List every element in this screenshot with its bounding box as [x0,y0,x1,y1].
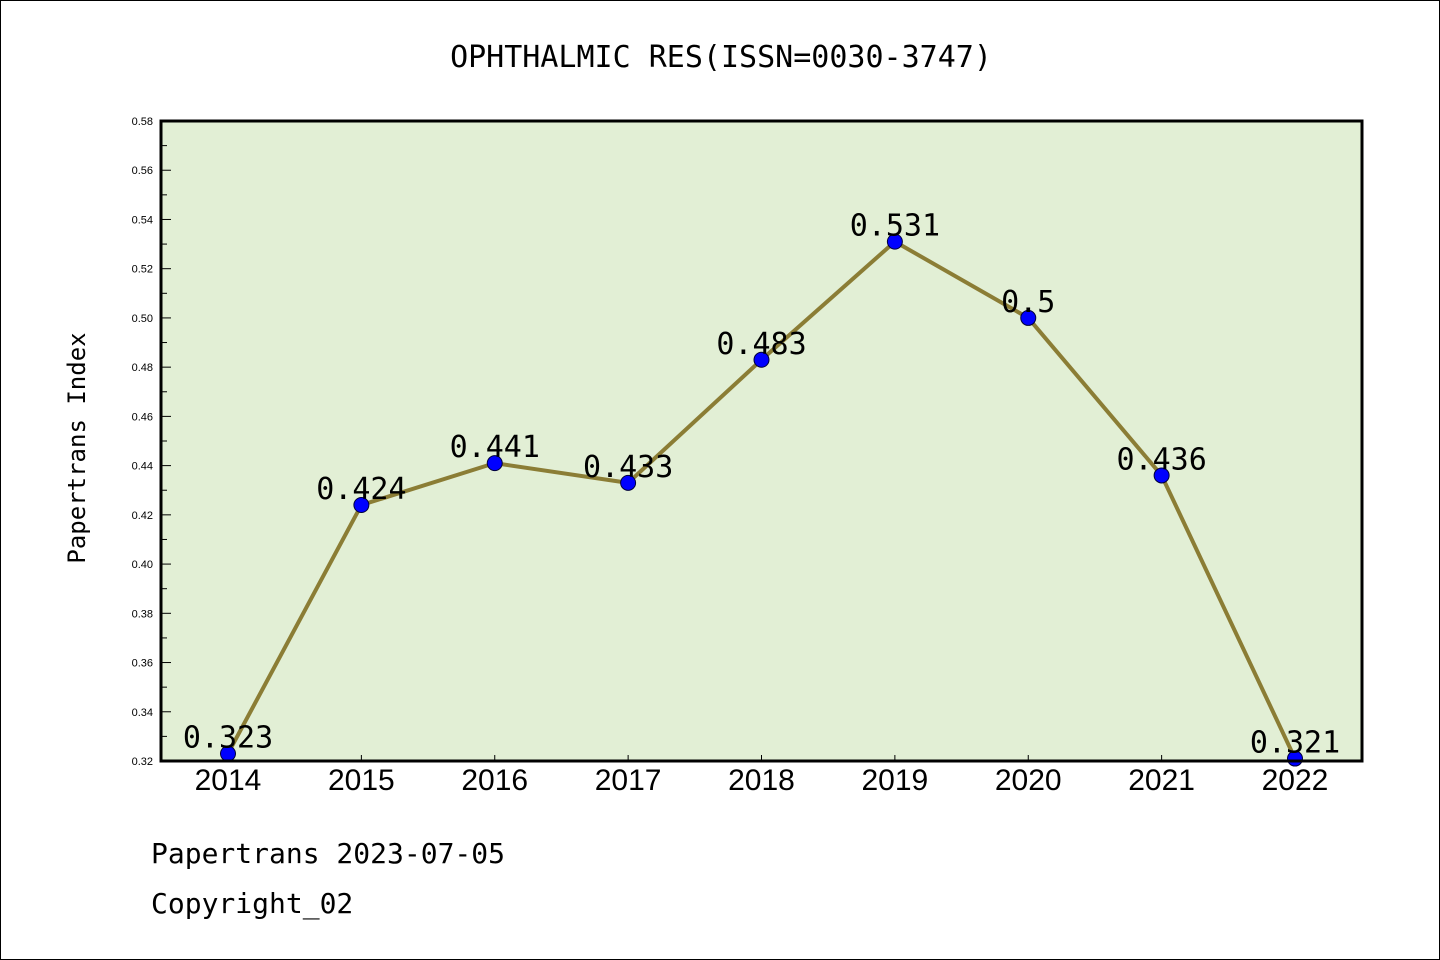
x-tick-label: 2022 [1262,764,1329,797]
data-point [1020,309,1037,326]
data-point [753,351,770,368]
y-tick-label: 0.36 [132,658,153,670]
x-tick-label: 2020 [995,764,1062,797]
data-label: 0.483 [716,327,806,362]
x-tick-label: 2017 [595,764,662,797]
y-tick-label: 0.50 [132,313,153,325]
x-tick-label: 2016 [461,764,528,797]
x-tick-label: 2019 [862,764,929,797]
plot-border [159,119,1364,763]
y-axis: 0.32 0.34 0.36 0.38 0.40 0.42 0.44 0.46 0.48 0.50… [132,116,171,768]
data-point [353,497,370,513]
y-tick-label: 0.48 [132,362,153,374]
y-tick-label: 0.46 [132,411,153,423]
y-tick-label: 0.56 [132,165,153,177]
data-label: 0.424 [316,472,406,507]
chart-title: OPHTHALMIC RES(ISSN=0030-3747) [450,40,992,75]
y-tick-label: 0.34 [132,707,153,719]
y-tick-label: 0.44 [132,461,153,473]
data-point [620,474,637,491]
footer-date: Papertrans 2023-07-05 [151,837,506,870]
y-tick-label: 0.58 [132,116,153,128]
footer-copyright: Copyright_02 [151,887,354,920]
data-point [486,455,503,472]
x-tick-label: 2018 [728,764,795,797]
data-label: 0.433 [583,450,673,485]
y-tick-label: 0.32 [132,756,153,768]
data-label: 0.436 [1116,442,1206,477]
y-tick-label: 0.52 [132,264,153,276]
x-tick-label: 2014 [195,764,262,797]
plot-area [161,121,1362,761]
y-axis-label: Papertrans Index [63,332,91,563]
x-tick-label: 2021 [1128,764,1195,797]
x-axis: 2014 2015 2016 2017 2018 2019 2020 2021 2022 [195,755,1329,797]
y-tick-label: 0.38 [132,608,153,620]
data-markers [220,233,1303,767]
y-tick-label: 0.42 [132,510,153,522]
y-tick-label: 0.40 [132,559,153,571]
data-point [886,233,903,250]
x-tick-label: 2015 [328,764,395,797]
data-labels: 0.323 0.424 0.441 0.433 0.483 0.531 0.5 0.436 0.… [183,209,1340,761]
data-label: 0.531 [850,209,940,244]
data-label: 0.323 [183,721,273,756]
y-tick-label: 0.54 [132,214,153,226]
data-point [1153,467,1170,484]
data-label: 0.321 [1250,726,1340,761]
data-label: 0.441 [450,430,540,465]
data-label: 0.5 [1001,285,1055,320]
